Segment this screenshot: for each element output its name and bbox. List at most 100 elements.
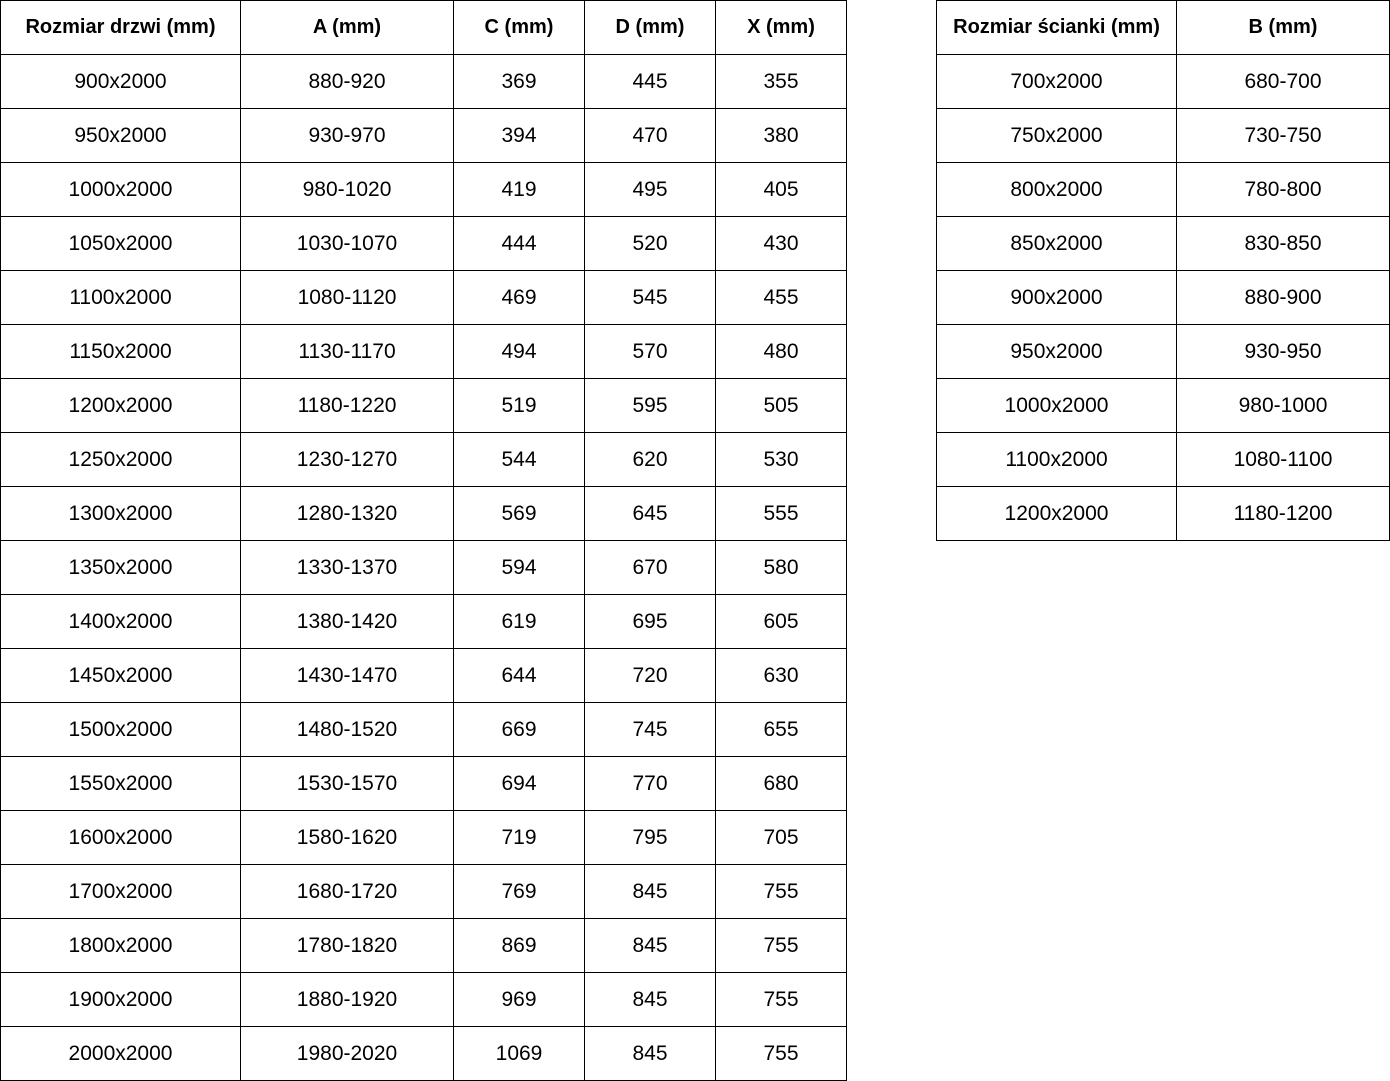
table-cell: 1400x2000	[0, 594, 241, 649]
table-cell: 1780-1820	[240, 918, 454, 973]
table-cell: 930-970	[240, 108, 454, 163]
table-cell: 520	[584, 216, 716, 271]
table-cell: 1450x2000	[0, 648, 241, 703]
table-cell: 800x2000	[936, 162, 1177, 217]
table-cell: 880-920	[240, 54, 454, 109]
table-cell: 850x2000	[936, 216, 1177, 271]
table-cell: 1000x2000	[0, 162, 241, 217]
table-cell: 544	[453, 432, 585, 487]
table-cell: 755	[715, 918, 847, 973]
column-header: Rozmiar ścianki (mm)	[936, 0, 1177, 55]
table-row: 850x2000 830-850	[936, 216, 1390, 271]
table-cell: 655	[715, 702, 847, 757]
table-row: 1000x2000 980-1020 419 495 405	[0, 162, 847, 217]
table-cell: 845	[584, 1026, 716, 1081]
table-cell: 1080-1100	[1176, 432, 1390, 487]
table-cell: 1080-1120	[240, 270, 454, 325]
column-header: Rozmiar drzwi (mm)	[0, 0, 241, 55]
table-cell: 755	[715, 864, 847, 919]
column-header: C (mm)	[453, 0, 585, 55]
table-row: 2000x2000 1980-2020 1069 845 755	[0, 1026, 847, 1081]
table-cell: 1700x2000	[0, 864, 241, 919]
wall-sizes-header: Rozmiar ścianki (mm) B (mm)	[936, 0, 1390, 55]
table-row: 1550x2000 1530-1570 694 770 680	[0, 756, 847, 811]
table-cell: 750x2000	[936, 108, 1177, 163]
table-cell: 769	[453, 864, 585, 919]
table-cell: 630	[715, 648, 847, 703]
header-row: Rozmiar drzwi (mm) A (mm) C (mm) D (mm) X (m…	[0, 0, 847, 55]
table-cell: 620	[584, 432, 716, 487]
table-cell: 950x2000	[0, 108, 241, 163]
table-cell: 845	[584, 918, 716, 973]
table-cell: 1880-1920	[240, 972, 454, 1027]
table-cell: 680	[715, 756, 847, 811]
table-row: 1050x2000 1030-1070 444 520 430	[0, 216, 847, 271]
table-cell: 700x2000	[936, 54, 1177, 109]
table-cell: 570	[584, 324, 716, 379]
table-cell: 719	[453, 810, 585, 865]
table-cell: 869	[453, 918, 585, 973]
table-cell: 469	[453, 270, 585, 325]
table-cell: 1800x2000	[0, 918, 241, 973]
table-cell: 1530-1570	[240, 756, 454, 811]
table-cell: 900x2000	[936, 270, 1177, 325]
table-cell: 430	[715, 216, 847, 271]
table-cell: 680-700	[1176, 54, 1390, 109]
table-cell: 380	[715, 108, 847, 163]
table-row: 1200x2000 1180-1220 519 595 505	[0, 378, 847, 433]
table-cell: 755	[715, 1026, 847, 1081]
table-cell: 470	[584, 108, 716, 163]
table-cell: 519	[453, 378, 585, 433]
wall-sizes-table: Rozmiar ścianki (mm) B (mm) 700x2000 680-7…	[936, 0, 1390, 541]
table-cell: 369	[453, 54, 585, 109]
table-cell: 1000x2000	[936, 378, 1177, 433]
wall-sizes-body: 700x2000 680-700 750x2000 730-750 800x2000 78…	[936, 54, 1390, 541]
door-sizes-table: Rozmiar drzwi (mm) A (mm) C (mm) D (mm) X (m…	[0, 0, 847, 1081]
table-row: 900x2000 880-900	[936, 270, 1390, 325]
table-row: 950x2000 930-970 394 470 380	[0, 108, 847, 163]
table-cell: 580	[715, 540, 847, 595]
table-row: 900x2000 880-920 369 445 355	[0, 54, 847, 109]
table-cell: 1130-1170	[240, 324, 454, 379]
table-cell: 980-1000	[1176, 378, 1390, 433]
table-cell: 355	[715, 54, 847, 109]
table-cell: 755	[715, 972, 847, 1027]
table-cell: 1150x2000	[0, 324, 241, 379]
table-cell: 830-850	[1176, 216, 1390, 271]
table-cell: 569	[453, 486, 585, 541]
table-cell: 1550x2000	[0, 756, 241, 811]
table-cell: 845	[584, 972, 716, 1027]
table-cell: 1330-1370	[240, 540, 454, 595]
table-cell: 1180-1200	[1176, 486, 1390, 541]
door-sizes-header: Rozmiar drzwi (mm) A (mm) C (mm) D (mm) X (m…	[0, 0, 847, 55]
table-cell: 1980-2020	[240, 1026, 454, 1081]
table-cell: 1069	[453, 1026, 585, 1081]
table-cell: 594	[453, 540, 585, 595]
header-row: Rozmiar ścianki (mm) B (mm)	[936, 0, 1390, 55]
table-cell: 1230-1270	[240, 432, 454, 487]
table-cell: 619	[453, 594, 585, 649]
table-cell: 645	[584, 486, 716, 541]
table-cell: 694	[453, 756, 585, 811]
table-cell: 780-800	[1176, 162, 1390, 217]
table-row: 1100x2000 1080-1120 469 545 455	[0, 270, 847, 325]
table-cell: 695	[584, 594, 716, 649]
table-row: 1150x2000 1130-1170 494 570 480	[0, 324, 847, 379]
table-cell: 530	[715, 432, 847, 487]
table-cell: 1500x2000	[0, 702, 241, 757]
table-cell: 669	[453, 702, 585, 757]
table-row: 1800x2000 1780-1820 869 845 755	[0, 918, 847, 973]
table-cell: 495	[584, 162, 716, 217]
table-row: 1200x2000 1180-1200	[936, 486, 1390, 541]
table-cell: 930-950	[1176, 324, 1390, 379]
table-cell: 480	[715, 324, 847, 379]
table-cell: 1180-1220	[240, 378, 454, 433]
table-row: 1100x2000 1080-1100	[936, 432, 1390, 487]
table-cell: 969	[453, 972, 585, 1027]
table-cell: 980-1020	[240, 162, 454, 217]
table-cell: 1430-1470	[240, 648, 454, 703]
table-cell: 880-900	[1176, 270, 1390, 325]
table-cell: 1200x2000	[0, 378, 241, 433]
table-cell: 505	[715, 378, 847, 433]
column-header: X (mm)	[715, 0, 847, 55]
